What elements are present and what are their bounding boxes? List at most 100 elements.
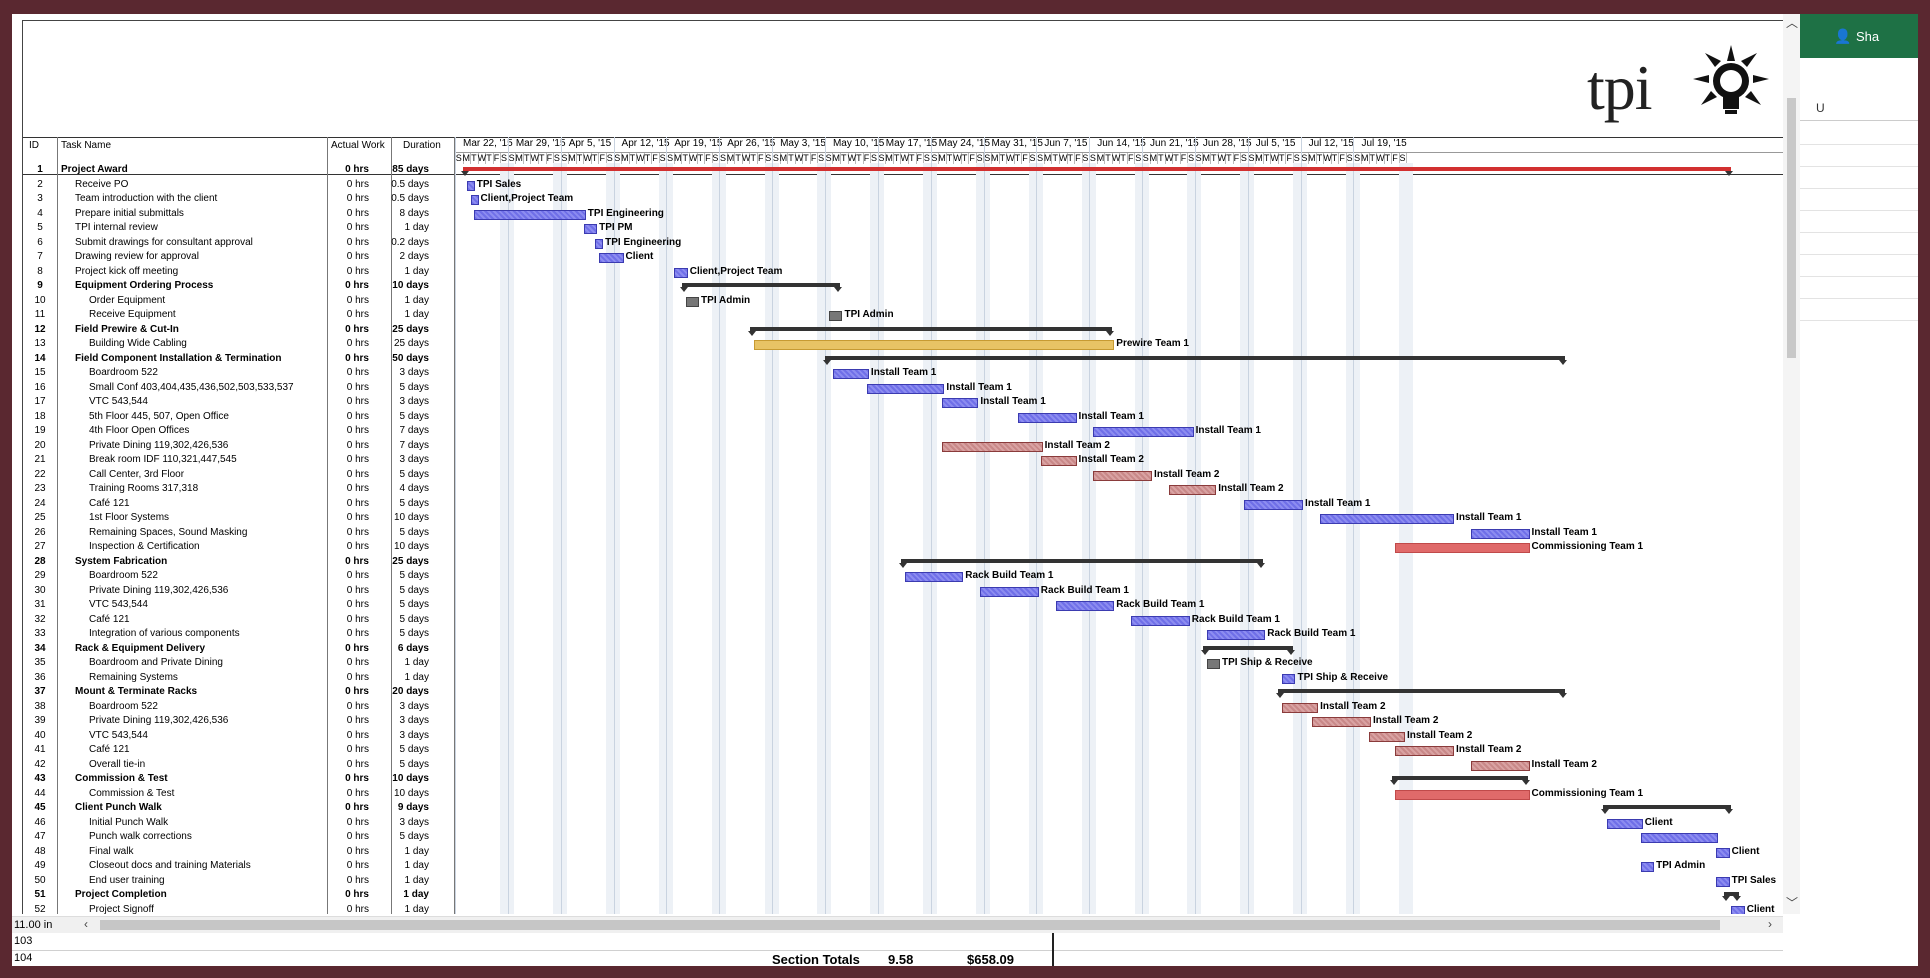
task-bar[interactable] (1640, 862, 1655, 872)
summary-bar[interactable] (679, 283, 843, 292)
task-row[interactable]: 4 Prepare initial submittals 0 hrs 8 days (23, 207, 455, 222)
task-bar[interactable] (1093, 470, 1153, 481)
task-bar[interactable] (1395, 543, 1530, 553)
task-row[interactable]: 33 Integration of various components 0 hrs… (23, 627, 455, 642)
summary-bar[interactable] (1389, 776, 1530, 785)
task-row[interactable]: 26 Remaining Spaces, Sound Masking 0 hrs 5 … (23, 526, 455, 541)
scroll-up-icon[interactable]: ︿ (1786, 16, 1799, 30)
task-row[interactable]: 21 Break room IDF 110,321,447,545 0 hrs 3 d… (23, 453, 455, 468)
task-row[interactable]: 2 Receive PO 0 hrs 0.5 days (23, 178, 455, 193)
summary-bar[interactable] (898, 558, 1266, 568)
scroll-right-icon[interactable]: › (1768, 917, 1772, 931)
task-bar[interactable] (1206, 659, 1220, 669)
task-row[interactable]: 3 Team introduction with the client 0 hrs 0… (23, 192, 455, 207)
task-bar[interactable] (1470, 528, 1530, 539)
task-row[interactable]: 20 Private Dining 119,302,426,536 0 hrs 7 d… (23, 439, 455, 454)
task-row[interactable]: 47 Punch walk corrections 0 hrs 5 days (23, 830, 455, 845)
task-row[interactable]: 8 Project kick off meeting 0 hrs 1 day (23, 265, 455, 280)
task-row[interactable]: 17 VTC 543,544 0 hrs 3 days (23, 395, 455, 410)
task-row[interactable]: 45 Client Punch Walk 0 hrs 9 days (23, 801, 455, 816)
task-row[interactable]: 29 Boardroom 522 0 hrs 5 days (23, 569, 455, 584)
task-row[interactable]: 16 Small Conf 403,404,435,436,502,503,533… (23, 381, 455, 396)
task-row[interactable]: 5 TPI internal review 0 hrs 1 day (23, 221, 455, 236)
task-row[interactable]: 43 Commission & Test 0 hrs 10 days (23, 772, 455, 787)
summary-bar[interactable] (460, 167, 1734, 176)
task-bar[interactable] (1369, 731, 1405, 742)
task-bar[interactable] (1040, 456, 1077, 466)
task-row[interactable]: 1 Project Award 0 hrs 85 days (23, 163, 455, 178)
task-row[interactable]: 9 Equipment Ordering Process 0 hrs 10 days (23, 279, 455, 294)
task-row[interactable]: 10 Order Equipment 0 hrs 1 day (23, 294, 455, 309)
task-row[interactable]: 25 1st Floor Systems 0 hrs 10 days (23, 511, 455, 526)
task-bar[interactable] (942, 398, 979, 408)
task-row[interactable]: 39 Private Dining 119,302,426,536 0 hrs 3 d… (23, 714, 455, 729)
task-bar[interactable] (1640, 833, 1719, 843)
duration-column-header[interactable]: Duration (403, 140, 441, 151)
task-bar[interactable] (1093, 427, 1194, 437)
task-row[interactable]: 24 Café 121 0 hrs 5 days (23, 497, 455, 512)
task-bar[interactable] (583, 224, 598, 234)
task-bar[interactable] (1319, 514, 1455, 524)
task-bar[interactable] (1168, 485, 1217, 495)
task-bar[interactable] (598, 253, 624, 263)
task-bar[interactable] (1131, 615, 1190, 626)
task-row[interactable]: 31 VTC 543,544 0 hrs 5 days (23, 598, 455, 613)
summary-bar[interactable] (1276, 689, 1568, 698)
task-bar[interactable] (832, 369, 869, 379)
task-bar[interactable] (1716, 876, 1730, 887)
summary-bar[interactable] (1200, 645, 1296, 655)
task-bar[interactable] (1017, 412, 1077, 423)
task-row[interactable]: 48 Final walk 0 hrs 1 day (23, 845, 455, 860)
task-bar[interactable] (866, 383, 945, 394)
actual-work-column-header[interactable]: Actual Work (331, 140, 385, 151)
task-bar[interactable] (1055, 601, 1115, 611)
task-row[interactable]: 27 Inspection & Certification 0 hrs 10 days (23, 540, 455, 555)
summary-bar[interactable] (747, 326, 1115, 336)
task-row[interactable]: 14 Field Component Installation & Termina… (23, 352, 455, 367)
summary-bar[interactable] (1601, 805, 1734, 814)
sheet-row-103[interactable]: 103 (12, 934, 1783, 951)
share-button[interactable]: 👤 Sha (1800, 14, 1918, 58)
task-row[interactable]: 23 Training Rooms 317,318 0 hrs 4 days (23, 482, 455, 497)
task-row[interactable]: 42 Overall tie-in 0 hrs 5 days (23, 758, 455, 773)
task-row[interactable]: 36 Remaining Systems 0 hrs 1 day (23, 671, 455, 686)
task-row[interactable]: 30 Private Dining 119,302,426,536 0 hrs 5 d… (23, 584, 455, 599)
task-bar[interactable] (674, 267, 688, 278)
task-bar[interactable] (753, 340, 1115, 350)
vertical-scrollbar[interactable]: ︿ ﹀ (1783, 14, 1800, 914)
task-row[interactable]: 15 Boardroom 522 0 hrs 3 days (23, 366, 455, 381)
task-row[interactable]: 19 4th Floor Open Offices 0 hrs 7 days (23, 424, 455, 439)
id-column-header[interactable]: ID (29, 140, 39, 151)
task-bar[interactable] (1606, 818, 1643, 829)
task-row[interactable]: 41 Café 121 0 hrs 5 days (23, 743, 455, 758)
task-row[interactable]: 34 Rack & Equipment Delivery 0 hrs 6 days (23, 642, 455, 657)
task-bar[interactable] (1395, 789, 1530, 800)
task-row[interactable]: 6 Submit drawings for consultant approval… (23, 236, 455, 251)
task-bar[interactable] (1716, 847, 1730, 858)
task-bar[interactable] (1312, 717, 1371, 727)
task-bar[interactable] (466, 180, 475, 191)
task-row[interactable]: 40 VTC 543,544 0 hrs 3 days (23, 729, 455, 744)
scroll-down-icon[interactable]: ﹀ (1786, 896, 1799, 910)
task-row[interactable]: 28 System Fabrication 0 hrs 25 days (23, 555, 455, 570)
task-bar[interactable] (470, 195, 479, 205)
horizontal-scrollbar[interactable]: 11.00 in ‹ › (12, 916, 1783, 933)
task-row[interactable]: 46 Initial Punch Walk 0 hrs 3 days (23, 816, 455, 831)
task-row[interactable]: 22 Call Center, 3rd Floor 0 hrs 5 days (23, 468, 455, 483)
column-header-u[interactable]: U (1800, 98, 1918, 121)
task-row[interactable]: 7 Drawing review for approval 0 hrs 2 days (23, 250, 455, 265)
scroll-left-icon[interactable]: ‹ (84, 917, 88, 931)
task-bar[interactable] (904, 572, 964, 582)
task-row[interactable]: 35 Boardroom and Private Dining 0 hrs 1 day (23, 656, 455, 671)
task-row[interactable]: 52 Project Signoff 0 hrs 1 day (23, 903, 455, 916)
task-row[interactable]: 32 Café 121 0 hrs 5 days (23, 613, 455, 628)
task-row[interactable]: 37 Mount & Terminate Racks 0 hrs 20 days (23, 685, 455, 700)
task-bar[interactable] (1244, 499, 1304, 510)
task-bar[interactable] (1395, 746, 1455, 756)
task-bar[interactable] (1282, 673, 1296, 684)
task-row[interactable]: 18 5th Floor 445, 507, Open Office 0 hrs 5 … (23, 410, 455, 425)
task-row[interactable]: 49 Closeout docs and training Materials 0 … (23, 859, 455, 874)
task-row[interactable]: 11 Receive Equipment 0 hrs 1 day (23, 308, 455, 323)
task-bar[interactable] (595, 238, 604, 249)
task-bar[interactable] (942, 441, 1043, 452)
